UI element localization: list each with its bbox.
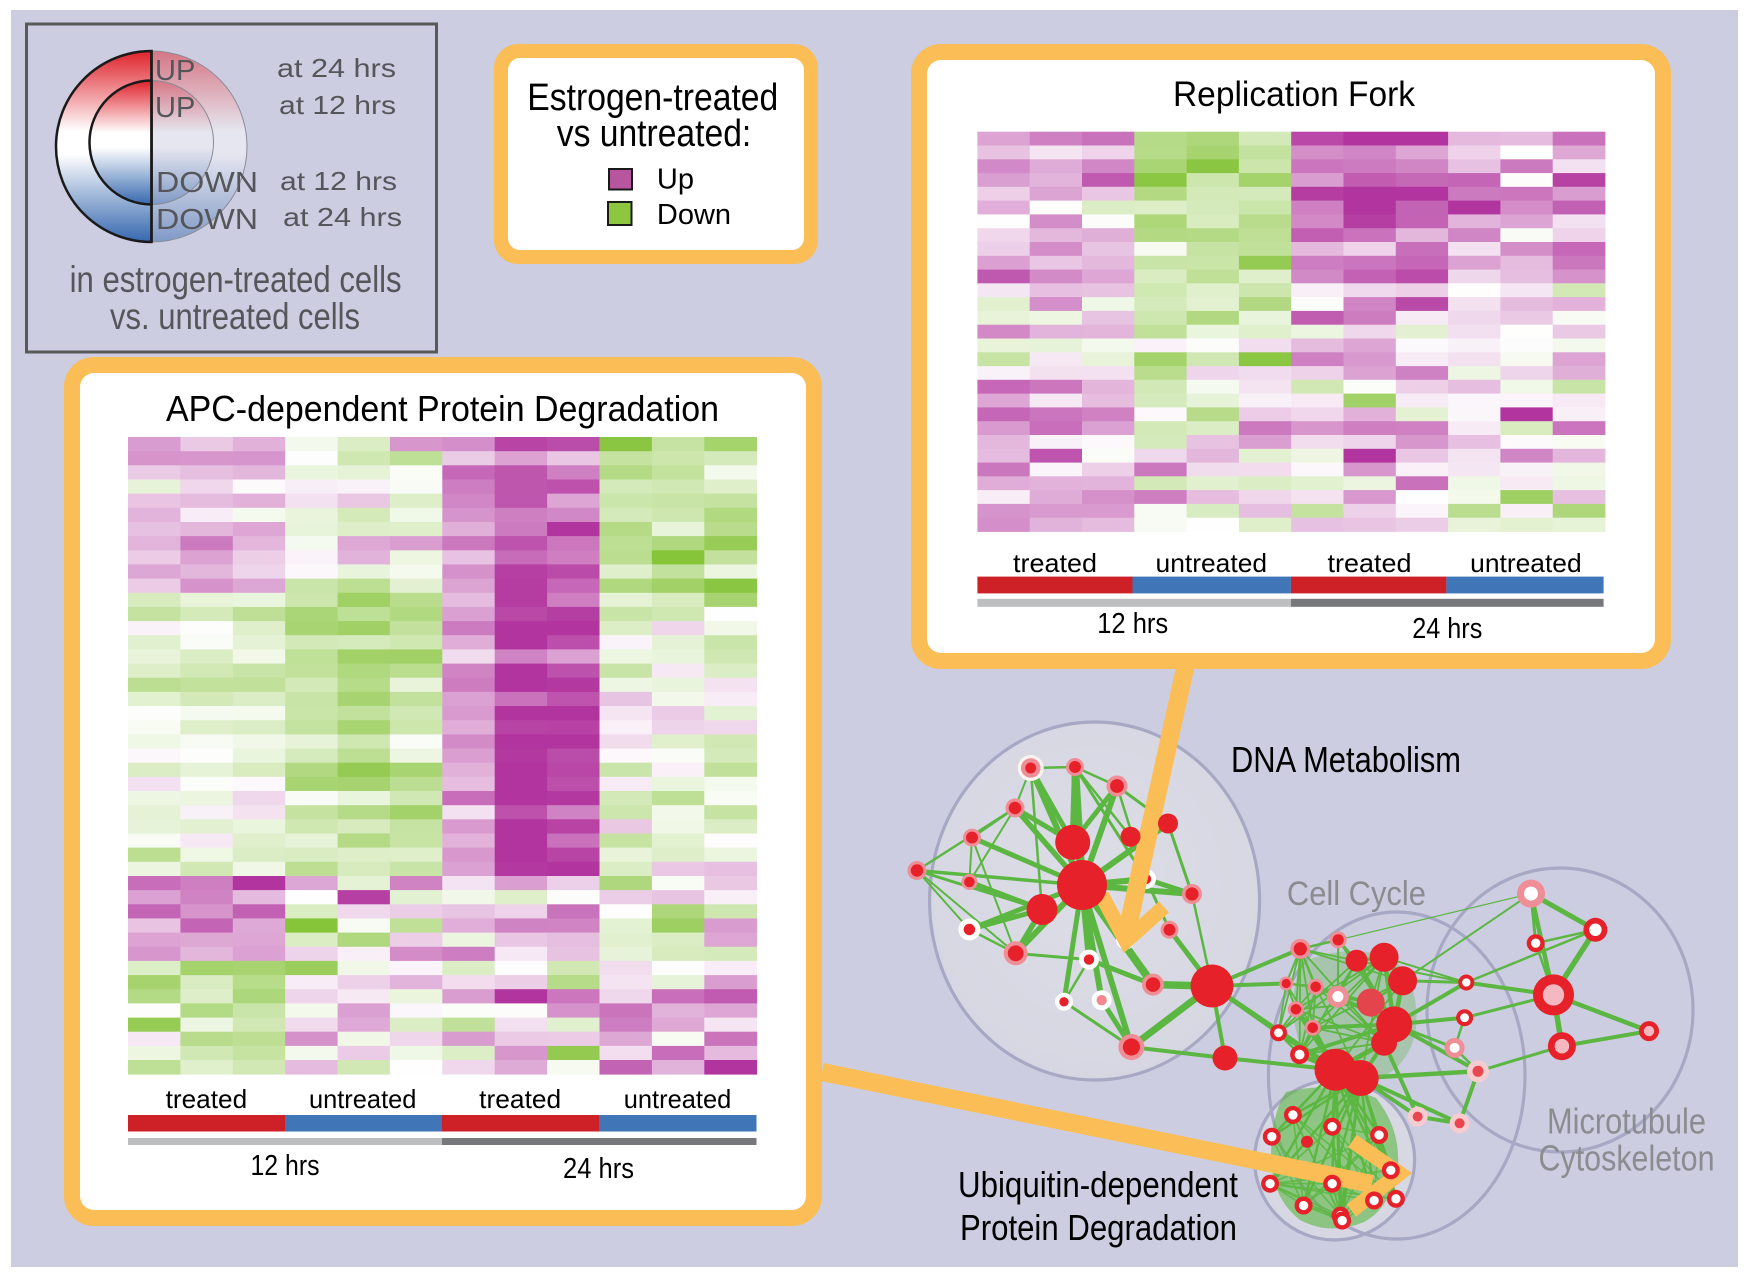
svg-text:Estrogen-treated: Estrogen-treated bbox=[527, 77, 778, 119]
svg-text:Ubiquitin-dependent: Ubiquitin-dependent bbox=[958, 1164, 1238, 1205]
svg-text:Microtubule: Microtubule bbox=[1547, 1100, 1706, 1141]
svg-text:Up: Up bbox=[657, 163, 694, 195]
svg-text:untreated: untreated bbox=[624, 1084, 732, 1114]
svg-text:vs untreated:: vs untreated: bbox=[557, 113, 752, 155]
svg-text:12 hrs: 12 hrs bbox=[251, 1150, 320, 1182]
svg-text:treated: treated bbox=[479, 1084, 561, 1114]
svg-text:DOWN: DOWN bbox=[156, 204, 258, 236]
svg-text:24 hrs: 24 hrs bbox=[1412, 613, 1482, 645]
svg-text:vs. untreated cells: vs. untreated cells bbox=[110, 296, 360, 337]
svg-text:Down: Down bbox=[657, 199, 731, 231]
svg-text:at 24 hrs: at 24 hrs bbox=[283, 202, 402, 232]
svg-text:treated: treated bbox=[1013, 548, 1097, 578]
svg-text:UP: UP bbox=[155, 55, 195, 87]
svg-text:treated: treated bbox=[1328, 548, 1412, 578]
svg-text:untreated: untreated bbox=[1156, 548, 1268, 578]
svg-text:UP: UP bbox=[155, 92, 195, 124]
svg-text:DNA Metabolism: DNA Metabolism bbox=[1231, 739, 1461, 780]
svg-text:untreated: untreated bbox=[309, 1084, 417, 1114]
svg-text:Cell Cycle: Cell Cycle bbox=[1287, 875, 1426, 913]
svg-text:untreated: untreated bbox=[1470, 548, 1582, 578]
svg-text:Replication Fork: Replication Fork bbox=[1173, 75, 1415, 114]
svg-text:at 12 hrs: at 12 hrs bbox=[280, 166, 397, 196]
svg-text:at 12 hrs: at 12 hrs bbox=[279, 90, 396, 120]
svg-text:Protein Degradation: Protein Degradation bbox=[960, 1207, 1237, 1248]
svg-text:treated: treated bbox=[166, 1084, 248, 1114]
svg-text:Cytoskeleton: Cytoskeleton bbox=[1539, 1137, 1715, 1178]
svg-text:at 24 hrs: at 24 hrs bbox=[277, 53, 396, 83]
svg-text:24 hrs: 24 hrs bbox=[563, 1153, 634, 1185]
svg-text:12 hrs: 12 hrs bbox=[1097, 608, 1168, 640]
svg-text:APC-dependent Protein Degradat: APC-dependent Protein Degradation bbox=[166, 388, 719, 429]
svg-text:in estrogen-treated cells: in estrogen-treated cells bbox=[70, 259, 402, 300]
svg-text:DOWN: DOWN bbox=[156, 167, 258, 199]
